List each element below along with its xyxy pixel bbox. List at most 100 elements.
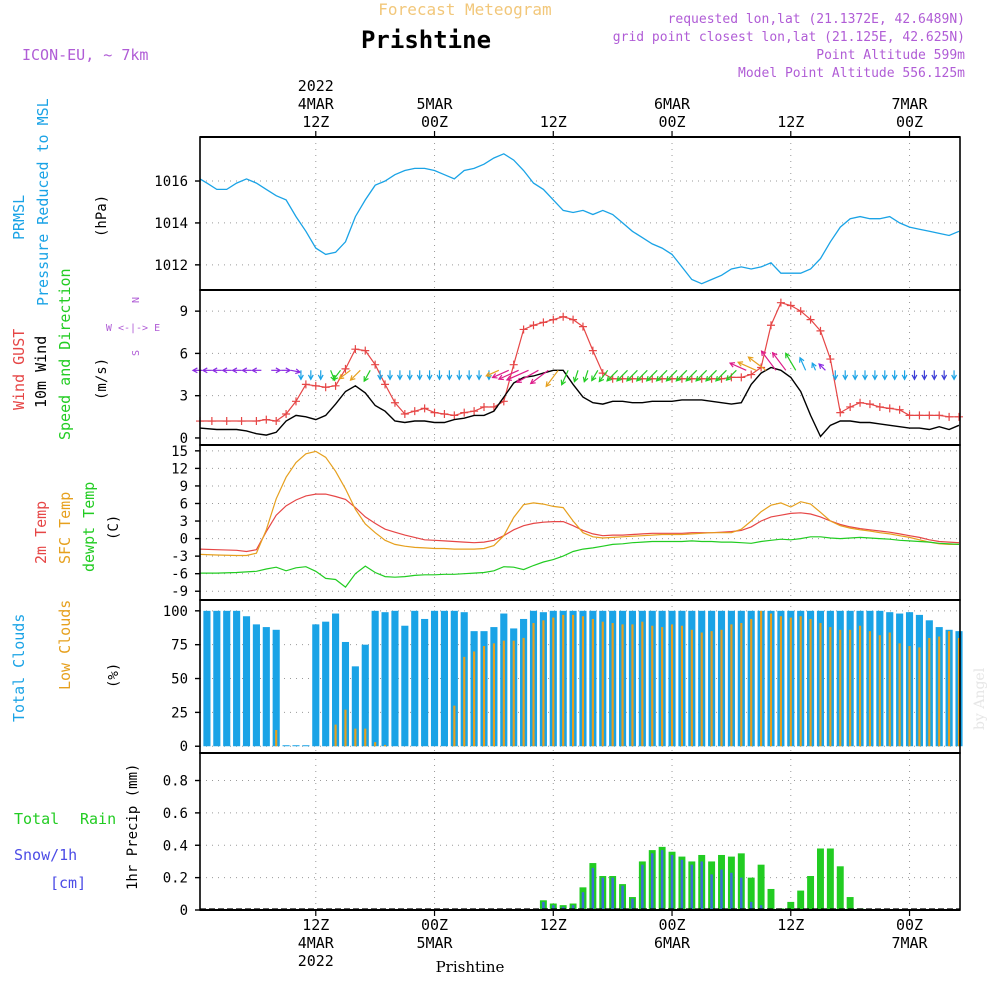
wind-arrow-head	[725, 375, 732, 382]
low-cloud-bar	[512, 640, 515, 747]
wind-arrow-head	[705, 375, 712, 382]
top-time-label: 00Z	[658, 113, 685, 131]
wind-arrow-head	[545, 381, 552, 388]
y-tick-label: 0.8	[163, 774, 188, 790]
wind-arrow-head	[715, 375, 721, 382]
wind-arrow-shaft	[772, 352, 787, 371]
low-cloud-bar	[750, 618, 753, 747]
wind-direction-arrow	[363, 370, 371, 383]
wind-direction-arrow	[529, 369, 549, 385]
wind-direction-arrow	[655, 369, 668, 382]
gust-marker	[737, 373, 746, 382]
low-cloud-bar	[779, 616, 782, 747]
gust-marker	[440, 410, 449, 418]
pressure-frame	[199, 136, 961, 291]
low-cloud-bar	[601, 621, 604, 747]
snow-bar	[700, 861, 703, 910]
wind-arrow-shaft	[729, 362, 747, 371]
precip-labels: Total Rain Snow/1h [cm] 1hr Precip (mm)	[14, 764, 141, 892]
top-time-label: 12Z	[777, 113, 804, 131]
low-cloud-bar	[591, 618, 594, 747]
wind-direction-arrow	[572, 370, 579, 383]
wind-arrow-head	[505, 375, 512, 381]
wind-direction-arrow	[616, 369, 628, 382]
wind-direction-arrow	[545, 369, 559, 388]
pressure-unit: (hPa)	[94, 195, 110, 237]
snow-bar	[561, 906, 565, 910]
wind-arrow-head	[476, 374, 482, 381]
y-tick-label: 9	[180, 479, 188, 495]
wind-arrow-head	[871, 374, 878, 381]
wind-arrow-shaft	[685, 369, 698, 382]
pressure-label-prmsl: PRMSL	[10, 195, 28, 240]
y-tick-label: 1014	[154, 216, 188, 232]
gust-marker	[450, 411, 459, 420]
snow-bar	[759, 905, 763, 910]
precip-panel: 0 0.2 0.4 0.6 0.8	[163, 752, 961, 919]
wind-arrow-head	[485, 371, 492, 377]
gust-marker	[915, 411, 924, 420]
wind-direction-arrow	[582, 370, 589, 383]
wind-direction-arrow	[665, 369, 678, 382]
total-cloud-bar	[282, 745, 290, 747]
wind-direction-arrow	[377, 370, 384, 381]
gust-marker	[945, 412, 954, 421]
wind-direction-arrow	[695, 369, 708, 382]
total-cloud-bar	[411, 610, 419, 747]
wind-direction-arrow	[317, 370, 324, 381]
gust-marker	[569, 315, 578, 324]
low-cloud-bar	[888, 632, 891, 747]
y-tick-label: 75	[171, 638, 188, 654]
gust-marker	[747, 370, 756, 379]
wind-arrow-shaft	[350, 369, 361, 381]
wind-direction-arrow	[560, 370, 569, 386]
wind-arrow-head	[317, 374, 324, 381]
pressure-labels: PRMSL Pressure Reduced to MSL (hPa)	[10, 98, 110, 306]
wind-direction-arrow	[436, 370, 443, 381]
wind-direction-arrow	[332, 369, 342, 381]
wind-arrow-head	[387, 374, 393, 381]
gust-marker	[420, 404, 429, 413]
low-cloud-bar	[572, 614, 575, 747]
rain-bar	[747, 877, 755, 910]
precip-frame	[199, 752, 961, 911]
total-cloud-bar	[262, 627, 270, 747]
wind-arrow-head	[572, 376, 579, 383]
wind-direction-arrow	[466, 370, 473, 381]
total-cloud-bar	[272, 629, 280, 747]
low-cloud-bar	[839, 629, 842, 747]
y-tick-label: 15	[171, 444, 188, 460]
snow-bar	[591, 867, 595, 910]
total-cloud-bar	[430, 610, 439, 747]
wind-arrow-head	[852, 374, 859, 381]
wind-arrow-head	[231, 367, 238, 374]
bottom-date-label: 6MAR	[654, 934, 691, 952]
wind-arrow-shaft	[363, 370, 371, 382]
total-cloud-bar	[381, 612, 389, 747]
wind-direction-arrow	[298, 370, 304, 381]
cloud-label-total: Total Clouds	[10, 614, 28, 722]
y-tick-label: 9	[180, 304, 188, 320]
gust-marker	[470, 407, 479, 416]
y-tick-label: 0.6	[163, 806, 188, 822]
gust-marker	[856, 398, 865, 407]
wind-arrow-shaft	[695, 369, 708, 382]
gust-marker	[905, 411, 914, 420]
snow-bar	[641, 864, 644, 910]
gust-marker	[846, 402, 855, 411]
gust-marker	[351, 345, 360, 354]
wind-arrow-shaft	[705, 369, 717, 382]
bottom-year-label: 2022	[298, 952, 334, 970]
gust-marker	[786, 301, 795, 310]
wind-arrow-head	[747, 356, 754, 362]
wind-arrow-shaft	[516, 369, 539, 383]
wind-arrow-head	[515, 377, 522, 383]
wind-speed-line	[199, 366, 960, 438]
wind-arrow-head	[645, 375, 652, 382]
chart-title: Forecast Meteogram	[378, 0, 551, 19]
low-cloud-bar	[740, 623, 743, 747]
y-tick-label: -9	[171, 584, 188, 600]
